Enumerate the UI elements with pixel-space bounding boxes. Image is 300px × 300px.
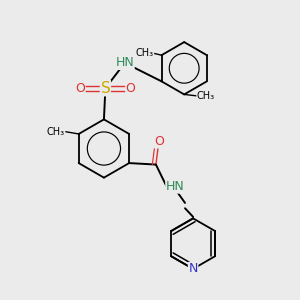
Text: O: O xyxy=(154,135,164,148)
Text: O: O xyxy=(75,82,85,95)
Text: CH₃: CH₃ xyxy=(136,48,154,58)
Text: HN: HN xyxy=(116,56,134,69)
Text: S: S xyxy=(100,81,110,96)
Text: CH₃: CH₃ xyxy=(47,127,65,136)
Text: O: O xyxy=(126,82,136,95)
Text: HN: HN xyxy=(166,180,184,193)
Text: CH₃: CH₃ xyxy=(197,91,215,101)
Text: N: N xyxy=(188,262,198,275)
